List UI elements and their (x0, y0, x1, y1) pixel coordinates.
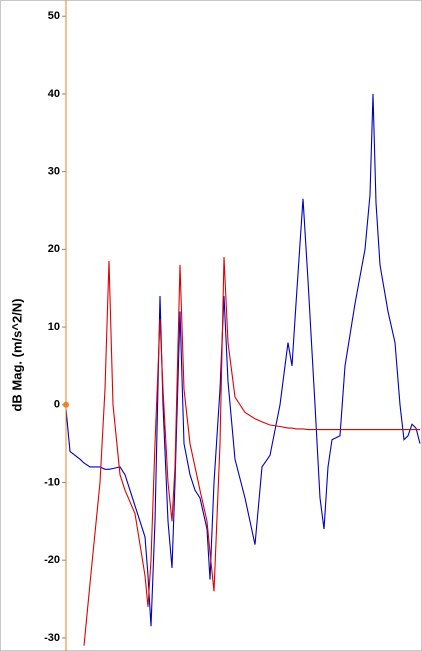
y-tick-label: 20 (48, 243, 60, 255)
y-tick-label: 30 (48, 166, 60, 178)
y-tick-label: 10 (48, 321, 60, 333)
axis-marker (63, 401, 69, 408)
y-tick-label: 50 (48, 10, 60, 22)
y-tick-label: 40 (48, 88, 60, 100)
series-line (83, 257, 420, 646)
plot-area (66, 93, 421, 646)
y-tick-label: -30 (44, 632, 60, 644)
y-tick-label: -10 (44, 476, 60, 488)
y-axis-label: dB Mag. (m/s^2/N) (9, 298, 24, 411)
y-tick-label: 0 (54, 399, 60, 411)
y-tick-label: -20 (44, 554, 60, 566)
series-line (66, 93, 421, 627)
